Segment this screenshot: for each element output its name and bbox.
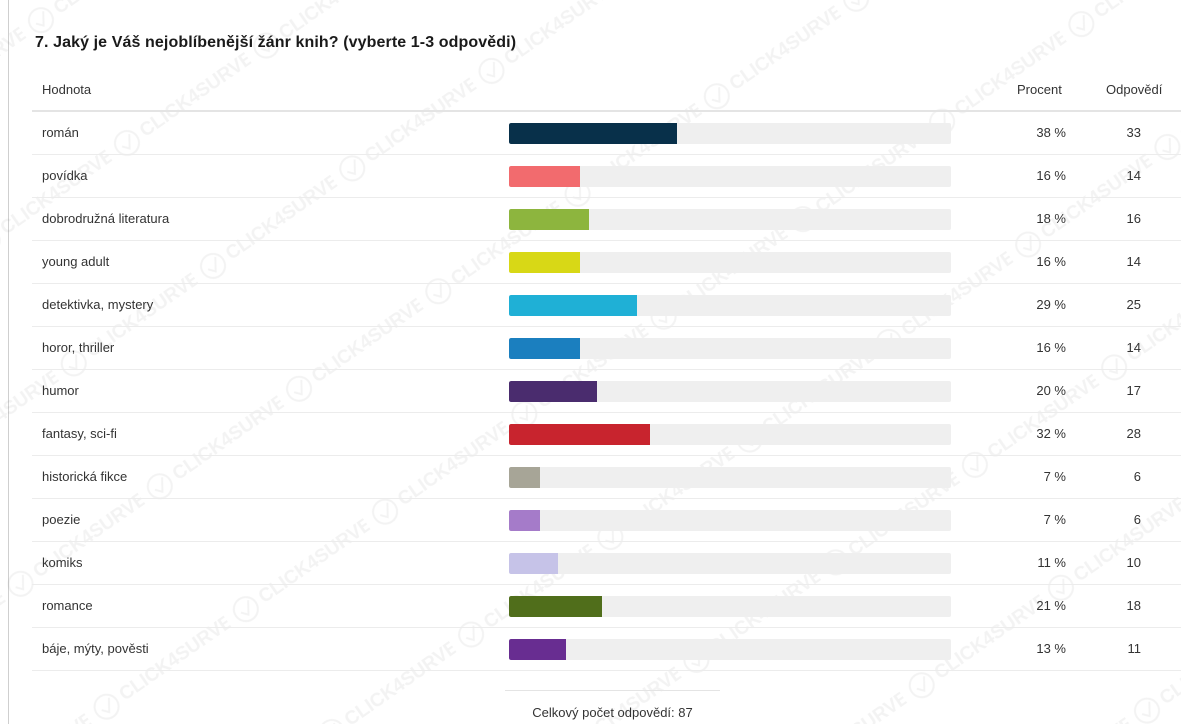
count-label: 18 xyxy=(1126,598,1141,613)
table-row: fantasy, sci-fi 32 % 28 xyxy=(32,413,1181,456)
category-label: humor xyxy=(42,383,79,398)
count-label: 14 xyxy=(1126,254,1141,269)
table-row: poezie 7 % 6 xyxy=(32,499,1181,542)
count-label: 6 xyxy=(1133,469,1141,484)
percent-label: 7 % xyxy=(1043,512,1066,527)
percent-label: 16 % xyxy=(1036,168,1066,183)
category-label: dobrodružná literatura xyxy=(42,211,170,226)
count-label: 33 xyxy=(1126,125,1141,140)
bar-track xyxy=(509,295,951,316)
bar-track xyxy=(509,166,951,187)
percent-label: 7 % xyxy=(1043,469,1066,484)
category-label: báje, mýty, pověsti xyxy=(42,641,149,656)
table-row: horor, thriller 16 % 14 xyxy=(32,327,1181,370)
percent-label: 38 % xyxy=(1036,125,1066,140)
category-label: poezie xyxy=(42,512,81,527)
percent-label: 11 % xyxy=(1037,555,1066,570)
category-label: horor, thriller xyxy=(42,340,115,355)
bar xyxy=(509,553,558,574)
percent-label: 16 % xyxy=(1036,254,1066,269)
bar-track xyxy=(509,467,951,488)
table-row: historická fikce 7 % 6 xyxy=(32,456,1181,499)
bar xyxy=(509,252,580,273)
bar-track xyxy=(509,252,951,273)
table-row: detektivka, mystery 29 % 25 xyxy=(32,284,1181,327)
bar xyxy=(509,467,540,488)
category-label: detektivka, mystery xyxy=(42,297,154,312)
table-row: humor 20 % 17 xyxy=(32,370,1181,413)
percent-label: 32 % xyxy=(1036,426,1066,441)
table-row: povídka 16 % 14 xyxy=(32,155,1181,198)
count-label: 11 xyxy=(1127,641,1142,656)
bar-track xyxy=(509,424,951,445)
count-label: 17 xyxy=(1126,383,1141,398)
bar xyxy=(509,510,540,531)
bar xyxy=(509,166,580,187)
bar xyxy=(509,596,602,617)
count-label: 16 xyxy=(1126,211,1141,226)
percent-label: 18 % xyxy=(1036,211,1066,226)
category-label: fantasy, sci-fi xyxy=(42,426,117,441)
bar xyxy=(509,424,651,445)
count-label: 28 xyxy=(1126,426,1141,441)
bar-track xyxy=(509,338,951,359)
bar xyxy=(509,209,589,230)
table-header: Hodnota Procent Odpovědí xyxy=(32,67,1181,112)
percent-label: 16 % xyxy=(1036,340,1066,355)
table-row: román 38 % 33 xyxy=(32,112,1181,155)
bar-track xyxy=(509,510,951,531)
count-label: 14 xyxy=(1126,168,1141,183)
bar xyxy=(509,639,567,660)
bar xyxy=(509,381,598,402)
total-responses: Celkový počet odpovědí: 87 xyxy=(505,690,720,720)
bar-track xyxy=(509,553,951,574)
bar xyxy=(509,338,580,359)
left-border xyxy=(8,0,9,724)
table-row: báje, mýty, pověsti 13 % 11 xyxy=(32,628,1181,671)
category-label: povídka xyxy=(42,168,88,183)
percent-label: 29 % xyxy=(1036,297,1066,312)
bar-track xyxy=(509,209,951,230)
category-label: historická fikce xyxy=(42,469,128,484)
count-label: 14 xyxy=(1126,340,1141,355)
header-value: Hodnota xyxy=(42,82,92,97)
count-label: 10 xyxy=(1126,555,1141,570)
table-body: román 38 % 33 povídka 16 % 14 dobrodružná lite… xyxy=(32,112,1181,671)
header-percent: Procent xyxy=(1017,82,1062,97)
percent-label: 21 % xyxy=(1036,598,1066,613)
category-label: román xyxy=(42,125,79,140)
category-label: romance xyxy=(42,598,93,613)
header-count: Odpovědí xyxy=(1106,82,1163,97)
category-label: young adult xyxy=(42,254,110,269)
count-label: 6 xyxy=(1133,512,1141,527)
table-row: young adult 16 % 14 xyxy=(32,241,1181,284)
table-row: dobrodružná literatura 18 % 16 xyxy=(32,198,1181,241)
results-table: Hodnota Procent Odpovědí román 38 % 33 poví… xyxy=(32,67,1181,671)
bar-track xyxy=(509,381,951,402)
bar-track xyxy=(509,596,951,617)
table-row: komiks 11 % 10 xyxy=(32,542,1181,585)
percent-label: 20 % xyxy=(1036,383,1066,398)
count-label: 25 xyxy=(1126,297,1141,312)
bar-track xyxy=(509,639,951,660)
category-label: komiks xyxy=(42,555,83,570)
bar xyxy=(509,295,638,316)
table-row: romance 21 % 18 xyxy=(32,585,1181,628)
bar-track xyxy=(509,123,951,144)
percent-label: 13 % xyxy=(1036,641,1066,656)
question-title: 7. Jaký je Váš nejoblíbenější žánr knih?… xyxy=(35,34,517,51)
bar xyxy=(509,123,677,144)
